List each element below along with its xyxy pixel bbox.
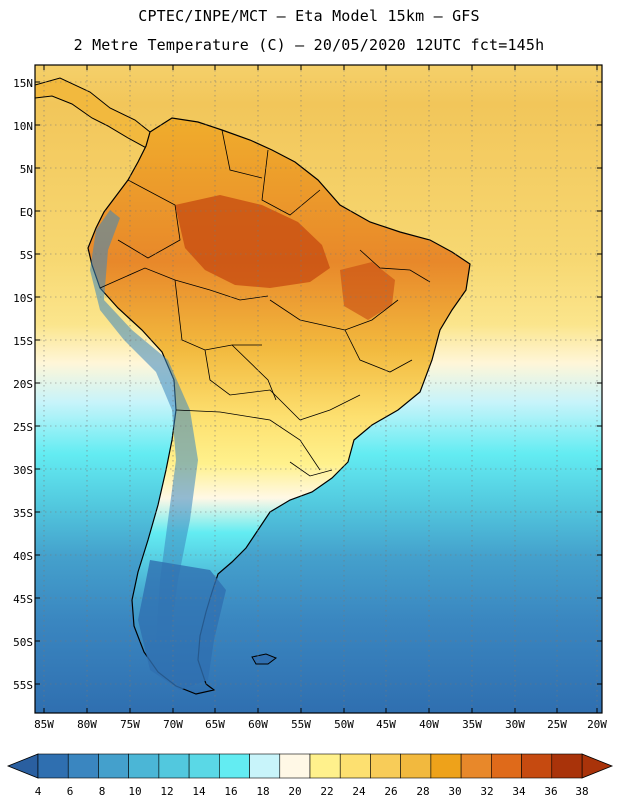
colorbar-swatch (219, 753, 250, 779)
lat-label: 30S (13, 464, 33, 477)
colorbar-low-arrow (6, 753, 39, 779)
colorbar-label: 26 (384, 785, 397, 798)
colorbar-label: 8 (99, 785, 106, 798)
colorbar-label: 34 (512, 785, 526, 798)
colorbar-label: 24 (352, 785, 366, 798)
lon-label: 60W (248, 718, 268, 731)
lat-label: 10S (13, 292, 33, 305)
lon-label: 30W (505, 718, 525, 731)
colorbar-swatch (128, 753, 160, 779)
lat-label: 15N (13, 77, 33, 90)
colorbar-swatch (98, 753, 129, 779)
map-frame (34, 64, 603, 714)
map-title-line2: 2 Metre Temperature (C) – 20/05/2020 12U… (73, 36, 545, 54)
central-brazil-hot-core (340, 262, 395, 320)
lat-label: 35S (13, 507, 33, 520)
colorbar-label: 28 (416, 785, 429, 798)
country-borders (99, 129, 431, 477)
colorbar-swatch (309, 753, 341, 779)
lon-label: 35W (462, 718, 482, 731)
lat-label: 40S (13, 550, 33, 563)
colorbar-swatch (521, 753, 553, 779)
axis-ticks (35, 65, 602, 713)
lat-label: 5S (20, 249, 33, 262)
colorbar-swatch (491, 753, 522, 779)
lon-label: 55W (291, 718, 311, 731)
lat-label: 5N (20, 163, 33, 176)
lon-label: 65W (205, 718, 225, 731)
lat-label: 20S (13, 378, 33, 391)
colorbar-swatch (279, 753, 311, 779)
lon-label: 20W (587, 718, 607, 731)
colorbar: 4 6 8 10 12 14 16 18 20 22 24 26 28 30 3… (6, 753, 614, 798)
lon-label: 85W (34, 718, 54, 731)
lat-label: 15S (13, 335, 33, 348)
colorbar-swatch (158, 753, 190, 779)
colorbar-label: 38 (575, 785, 588, 798)
colorbar-swatch (430, 753, 462, 779)
lon-label: 25W (547, 718, 567, 731)
colorbar-swatch (249, 753, 281, 779)
colorbar-label: 22 (320, 785, 333, 798)
colorbar-high-arrow (581, 753, 614, 779)
lat-label: 50S (13, 636, 33, 649)
colorbar-swatch (551, 753, 583, 779)
lat-label: 45S (13, 593, 33, 606)
colorbar-swatch (400, 753, 432, 779)
colorbar-swatch (188, 753, 220, 779)
colorbar-swatch (37, 753, 69, 779)
map-title-line1: CPTEC/INPE/MCT – Eta Model 15km – GFS (138, 7, 480, 25)
andes-cold-strip (90, 210, 198, 640)
colorbar-label: 12 (160, 785, 173, 798)
lon-label: 50W (334, 718, 354, 731)
colorbar-label: 10 (128, 785, 141, 798)
lon-label: 45W (376, 718, 396, 731)
longitude-labels: 85W 80W 75W 70W 65W 60W 55W 50W 45W 40W … (34, 718, 607, 731)
colorbar-label: 18 (256, 785, 269, 798)
patagonia-cold-region (138, 560, 226, 690)
lon-label: 40W (419, 718, 439, 731)
colorbar-swatch (339, 753, 371, 779)
colorbar-swatch (370, 753, 401, 779)
colorbar-label: 36 (544, 785, 557, 798)
lon-label: 75W (120, 718, 140, 731)
colorbar-label: 14 (192, 785, 206, 798)
lat-label: 55S (13, 679, 33, 692)
colorbar-label: 20 (288, 785, 301, 798)
graticule (35, 65, 602, 713)
colorbar-swatch (67, 753, 99, 779)
colorbar-label: 4 (35, 785, 42, 798)
lat-label: 25S (13, 421, 33, 434)
colorbar-swatch (460, 753, 492, 779)
latitude-labels: 15N 10N 5N EQ 5S 10S 15S 20S 25S 30S 35S… (13, 77, 33, 692)
colorbar-label: 16 (224, 785, 237, 798)
lon-label: 70W (163, 718, 183, 731)
colorbar-label: 30 (448, 785, 461, 798)
lat-label: EQ (20, 206, 33, 219)
colorbar-label: 6 (67, 785, 74, 798)
lon-label: 80W (77, 718, 97, 731)
lat-label: 10N (13, 120, 33, 133)
colorbar-label: 32 (480, 785, 493, 798)
amazon-hot-core (175, 195, 330, 288)
